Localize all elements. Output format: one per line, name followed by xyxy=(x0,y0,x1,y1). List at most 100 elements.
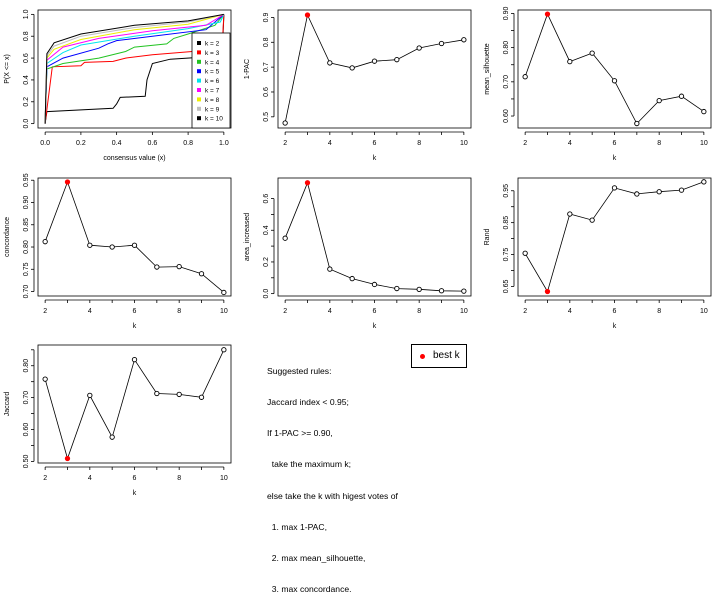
plot-box xyxy=(277,177,472,297)
metric-line xyxy=(284,13,464,124)
ecdf-line-k2 xyxy=(44,14,225,124)
legend-label: k = 6 xyxy=(205,78,220,85)
best-k-point xyxy=(304,180,311,186)
legend-label: k = 9 xyxy=(205,106,220,113)
data-point xyxy=(634,191,640,197)
data-point xyxy=(131,357,138,363)
y-tick-label: 0.80 xyxy=(23,359,30,373)
x-tick-label: 10 xyxy=(220,308,228,315)
data-point xyxy=(611,185,618,191)
data-point xyxy=(282,235,288,241)
x-tick-label: 10 xyxy=(460,140,468,147)
y-tick-label: 0.75 xyxy=(503,248,510,262)
metric-line xyxy=(524,13,705,125)
data-point xyxy=(42,376,48,382)
chart-panel-2: 2 4 6 8 10 k 0.60 0.70 0.80 0.90 mean_silhouette xyxy=(484,7,712,162)
x-axis-label: k xyxy=(133,490,137,497)
metric-line xyxy=(284,181,464,292)
y-tick-label: 0.75 xyxy=(23,262,30,276)
data-point xyxy=(567,58,573,65)
y-tick-label: 0.70 xyxy=(23,391,30,405)
x-tick-label: 10 xyxy=(460,308,468,315)
x-axis-label: k xyxy=(613,323,617,330)
metric-line xyxy=(44,349,225,460)
chart-panel-3: 2 4 6 8 10 k 0.70 0.75 0.80 0.85 0.90 0.95 concordan… xyxy=(4,173,232,330)
y-tick-label: 0.4 xyxy=(23,75,30,85)
data-point xyxy=(198,394,205,400)
x-tick-label: 4 xyxy=(568,308,572,315)
rule-line: 1. max 1-PAC, xyxy=(267,521,328,532)
x-tick-label: 2 xyxy=(43,475,47,482)
data-point xyxy=(634,120,640,127)
data-point xyxy=(109,244,115,250)
data-point xyxy=(42,239,48,245)
x-tick-label: 10 xyxy=(700,140,708,147)
data-point xyxy=(154,264,160,270)
best-k-label: best k xyxy=(433,350,460,361)
data-point xyxy=(678,93,685,99)
legend-swatch xyxy=(197,50,201,55)
y-axis-label: P(X <= x) xyxy=(4,54,11,84)
plot-box xyxy=(37,344,232,464)
y-tick-label: 0.2 xyxy=(263,257,270,267)
y-tick-label: 0.60 xyxy=(23,423,30,437)
x-axis-label: consensus value (x) xyxy=(103,155,165,162)
x-tick-label: 1.0 xyxy=(219,140,229,147)
x-tick-label: 8 xyxy=(417,140,421,147)
rule-line: 2. max mean_silhouette, xyxy=(267,553,366,564)
data-point xyxy=(349,65,355,71)
y-tick-label: 0.60 xyxy=(503,109,510,123)
y-axis-label: 1-PAC xyxy=(244,59,251,79)
x-tick-label: 8 xyxy=(177,308,181,315)
legend-label: k = 8 xyxy=(205,97,220,104)
y-axis-label: concordance xyxy=(4,217,11,257)
data-point xyxy=(176,263,182,270)
consensus-partition-figure: 0.0 0.2 0.4 0.6 0.8 1.0 consensus value (x) 0.0… xyxy=(4,6,712,595)
data-point xyxy=(611,78,618,84)
data-point xyxy=(416,286,422,292)
x-tick-label: 10 xyxy=(700,308,708,315)
data-point xyxy=(522,74,528,80)
data-point xyxy=(589,50,595,56)
legend-label: k = 5 xyxy=(205,69,220,76)
rule-line: take the maximum k; xyxy=(267,459,352,470)
data-point xyxy=(461,37,467,43)
data-point xyxy=(349,275,355,282)
plot-box xyxy=(517,177,712,297)
x-tick-label: 6 xyxy=(373,140,377,147)
x-tick-label: 6 xyxy=(613,308,617,315)
y-tick-label: 0.9 xyxy=(263,12,270,22)
data-point xyxy=(656,97,662,104)
data-point xyxy=(221,347,227,353)
data-point xyxy=(701,108,707,115)
rule-line: 3. max concordance. xyxy=(267,584,352,595)
data-point xyxy=(678,187,685,193)
x-tick-label: 4 xyxy=(328,308,332,315)
data-point xyxy=(109,434,115,440)
chart-panel-0: 0.0 0.2 0.4 0.6 0.8 1.0 consensus value (x) 0.0… xyxy=(4,9,232,162)
data-point xyxy=(282,120,288,126)
rule-line: Jaccard index < 0.95; xyxy=(267,397,349,408)
chart-panel-1: 2 4 6 8 10 k 0.5 0.6 0.7 0.8 0.9 1-PAC xyxy=(244,9,472,162)
metric-line xyxy=(44,180,225,293)
best-k-point xyxy=(544,11,551,17)
y-tick-label: 0.90 xyxy=(503,7,510,21)
best-k-legend: best k xyxy=(411,344,467,368)
x-tick-label: 2 xyxy=(523,140,527,147)
x-tick-label: 4 xyxy=(568,140,572,147)
y-tick-label: 0.85 xyxy=(23,218,30,232)
y-tick-label: 0.6 xyxy=(263,194,270,204)
data-point xyxy=(221,289,227,296)
legend-swatch xyxy=(197,106,201,111)
data-point xyxy=(416,45,422,51)
y-tick-label: 0.90 xyxy=(23,196,30,210)
rule-line: Suggested rules: xyxy=(267,365,332,376)
x-tick-label: 6 xyxy=(373,308,377,315)
plot-box xyxy=(277,9,472,129)
x-tick-label: 2 xyxy=(43,308,47,315)
chart-panel-5: 2 4 6 8 10 k 0.65 0.75 0.85 0.95 Rand xyxy=(484,177,712,330)
data-point xyxy=(394,285,400,292)
ecdf-line-k6 xyxy=(44,14,225,124)
x-tick-label: 6 xyxy=(133,475,137,482)
y-tick-label: 0.65 xyxy=(503,280,510,294)
